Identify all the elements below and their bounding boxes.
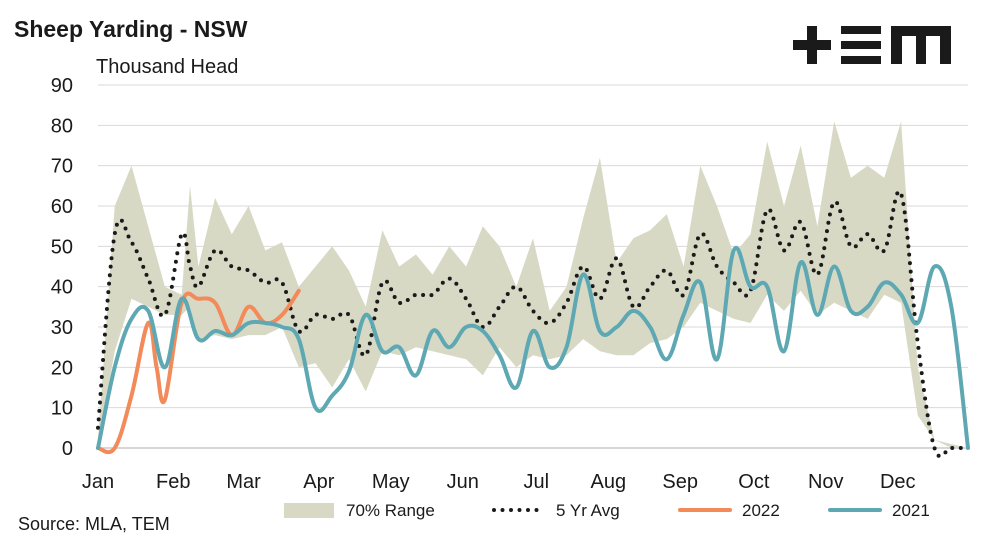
legend-swatch-range (284, 503, 334, 518)
y-tick-label: 30 (51, 317, 73, 339)
x-tick-label: Aug (590, 471, 626, 493)
tem-logo-mark (793, 26, 951, 64)
x-tick-label: Jul (524, 471, 550, 493)
x-tick-label: Dec (880, 471, 916, 493)
y-tick-label: 60 (51, 196, 73, 218)
x-tick-label: Nov (808, 471, 844, 493)
five-yr-avg-line (96, 189, 970, 459)
x-tick-label: May (372, 471, 410, 493)
y-tick-label: 10 (51, 398, 73, 420)
y-tick-label: 80 (51, 115, 73, 137)
x-tick-labels: Jan Feb Mar Apr May Jun Jul Aug Sep Oct Nov Dec (82, 471, 916, 493)
range-band-layer (98, 121, 968, 449)
x-tick-label: Mar (226, 471, 261, 493)
series-layer (96, 189, 970, 459)
legend-label-avg: 5 Yr Avg (556, 501, 620, 520)
x-tick-label: Feb (156, 471, 190, 493)
chart-title: Sheep Yarding - NSW (14, 16, 248, 42)
x-tick-label: Jun (447, 471, 479, 493)
series-2021-line (96, 245, 970, 450)
y-axis-units: Thousand Head (96, 56, 239, 78)
legend-label-2022: 2022 (742, 501, 780, 520)
legend: 70% Range 5 Yr Avg 2022 2021 (284, 501, 930, 520)
x-tick-label: Oct (738, 471, 770, 493)
y-tick-label: 90 (51, 75, 73, 97)
x-tick-label: Apr (303, 471, 334, 493)
y-tick-label: 20 (51, 357, 73, 379)
y-tick-label: 0 (62, 438, 73, 460)
tem-logo (793, 24, 959, 71)
legend-label-range: 70% Range (346, 501, 435, 520)
y-tick-label: 40 (51, 277, 73, 299)
x-tick-label: Sep (662, 471, 698, 493)
legend-label-2021: 2021 (892, 501, 930, 520)
range-band (98, 121, 968, 449)
x-tick-label: Jan (82, 471, 114, 493)
y-tick-label: 70 (51, 156, 73, 178)
y-tick-labels: 0 10 20 30 40 50 60 70 80 90 (51, 75, 73, 460)
source-note: Source: MLA, TEM (18, 514, 170, 534)
y-tick-label: 50 (51, 236, 73, 258)
